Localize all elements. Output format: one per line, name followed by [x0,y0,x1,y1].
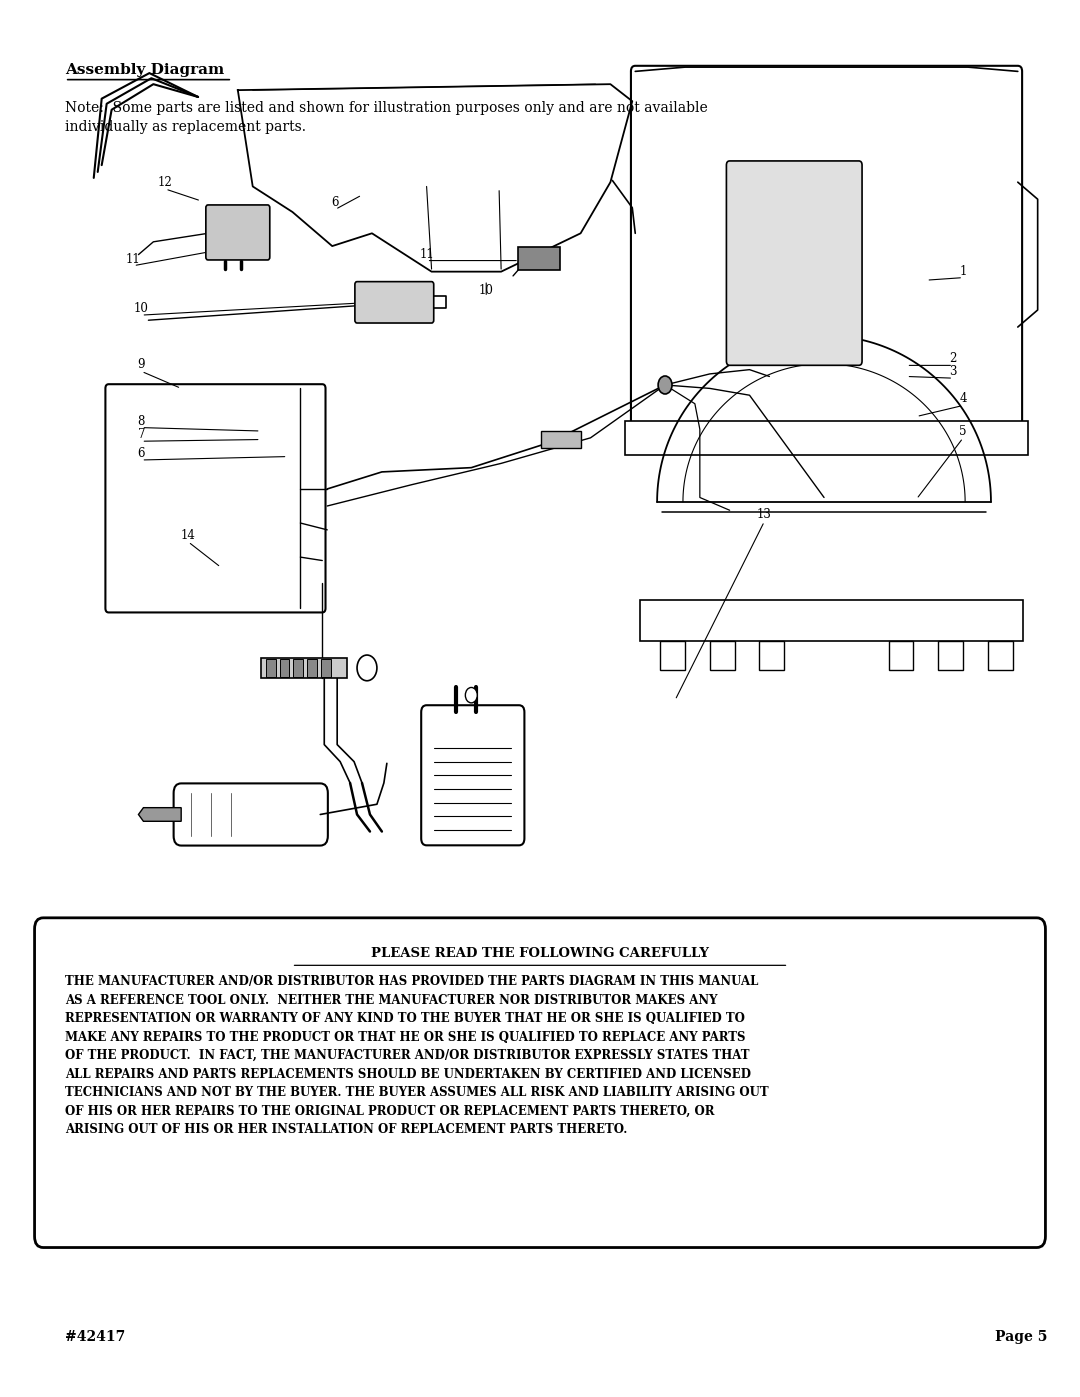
Text: #42417: #42417 [65,1330,125,1344]
Circle shape [465,687,477,703]
Text: Assembly Diagram: Assembly Diagram [65,63,224,77]
Text: Note:  Some parts are listed and shown for illustration purposes only and are no: Note: Some parts are listed and shown fo… [65,101,707,134]
FancyBboxPatch shape [631,66,1022,426]
Text: 11: 11 [126,253,140,265]
FancyBboxPatch shape [660,641,685,671]
FancyBboxPatch shape [759,641,784,671]
FancyBboxPatch shape [541,432,581,448]
Text: 6: 6 [137,447,145,460]
Text: 6: 6 [332,197,339,210]
Text: 3: 3 [949,365,957,379]
FancyBboxPatch shape [294,659,303,678]
FancyBboxPatch shape [939,641,963,671]
FancyBboxPatch shape [35,918,1045,1248]
FancyBboxPatch shape [727,161,862,365]
Text: Page 5: Page 5 [996,1330,1048,1344]
FancyBboxPatch shape [710,641,734,671]
FancyBboxPatch shape [355,282,434,323]
FancyBboxPatch shape [308,659,318,678]
FancyBboxPatch shape [988,641,1013,671]
Text: 7: 7 [137,429,145,441]
Text: 10: 10 [134,302,149,316]
Text: 1: 1 [959,264,967,278]
Text: 9: 9 [137,359,145,372]
Text: 5: 5 [959,425,967,437]
FancyBboxPatch shape [321,659,332,678]
FancyBboxPatch shape [640,599,1023,641]
FancyBboxPatch shape [518,247,559,271]
Text: 2: 2 [949,352,957,366]
FancyBboxPatch shape [280,659,289,678]
FancyBboxPatch shape [625,420,1028,455]
Text: 8: 8 [138,415,145,427]
FancyArrow shape [138,807,181,821]
FancyBboxPatch shape [421,705,525,845]
FancyBboxPatch shape [266,659,275,678]
FancyBboxPatch shape [260,658,347,678]
FancyBboxPatch shape [889,641,914,671]
FancyBboxPatch shape [106,384,325,612]
Text: THE MANUFACTURER AND/OR DISTRIBUTOR HAS PROVIDED THE PARTS DIAGRAM IN THIS MANUA: THE MANUFACTURER AND/OR DISTRIBUTOR HAS … [65,975,769,1136]
Text: 14: 14 [180,529,195,542]
Text: 4: 4 [959,393,967,405]
FancyBboxPatch shape [206,205,270,260]
Text: PLEASE READ THE FOLLOWING CAREFULLY: PLEASE READ THE FOLLOWING CAREFULLY [372,947,708,960]
Text: 12: 12 [158,176,173,189]
Text: 10: 10 [478,284,494,298]
Circle shape [357,655,377,680]
Circle shape [658,376,672,394]
Text: 11: 11 [419,247,434,261]
Text: 13: 13 [757,509,772,521]
FancyBboxPatch shape [174,784,328,845]
